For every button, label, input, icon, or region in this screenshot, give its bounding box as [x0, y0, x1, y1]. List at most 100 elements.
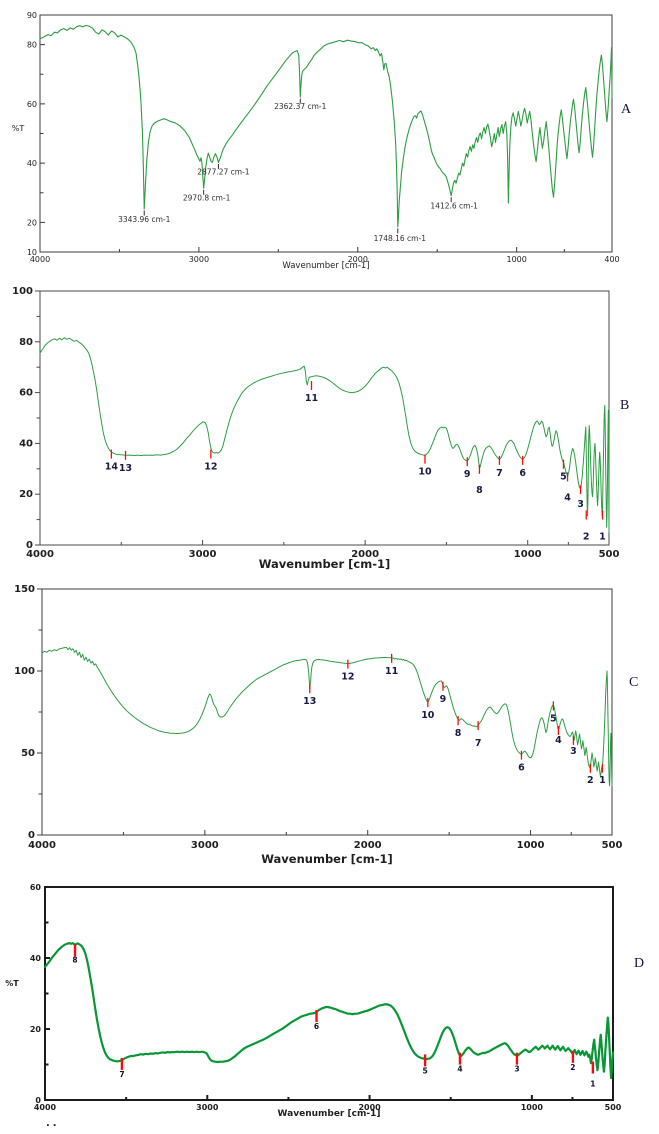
- peak-annotation: 2362.37 cm-1: [274, 102, 327, 111]
- peak-number: 2: [587, 775, 594, 786]
- peak-annotation: 1412.6 cm-1: [430, 202, 478, 211]
- peak-number: 8: [72, 955, 77, 964]
- x-tick-label: 3000: [189, 255, 209, 264]
- spectrum-plot-a: 4000 3000 2000 1000 400 10 20 40 60 80 90 Wavenumbe…: [12, 11, 620, 271]
- y-tick-label: 40: [19, 438, 33, 449]
- x-tick-label: 500: [599, 549, 620, 560]
- y-tick-label: 80: [19, 337, 33, 348]
- peak-number: 1: [599, 775, 606, 786]
- peak-number: 6: [519, 468, 526, 479]
- peak-number: 5: [422, 1066, 427, 1075]
- panel-label-d: D: [634, 956, 645, 971]
- y-tick-label: 20: [27, 218, 37, 227]
- peak-annotation: 1748.16 cm-1: [374, 234, 427, 243]
- y-tick-label: 60: [27, 100, 37, 109]
- peak-number: 3: [570, 746, 577, 757]
- x-tick-label: 4000: [30, 255, 50, 264]
- peak-number: 12: [204, 462, 217, 473]
- peak-annotation: 3343.96 cm-1: [118, 215, 171, 224]
- x-axis-title: Wavenumber [cm-1]: [259, 557, 390, 570]
- x-tick-label: 3000: [189, 549, 217, 560]
- peak-number: 5: [560, 472, 567, 483]
- peak-number: 12: [341, 672, 354, 683]
- x-tick-label: 2000: [351, 549, 379, 560]
- peak-number: 1: [590, 1080, 595, 1089]
- spectrum-plot-c: 4000 3000 2000 1000 500 0 50 100 150 Wavenumber […: [14, 584, 623, 866]
- panel-label-b: B: [620, 398, 630, 413]
- y-tick-label: 80: [27, 41, 37, 50]
- x-tick-label: 1000: [514, 549, 542, 560]
- y-tick-label: 60: [30, 883, 42, 892]
- peak-number: 5: [550, 713, 557, 724]
- peak-number: 10: [418, 467, 432, 478]
- peak-number: 13: [303, 696, 316, 707]
- peak-number: 4: [457, 1065, 462, 1074]
- plot-frame: [44, 886, 614, 1101]
- peak-number: 8: [455, 728, 462, 739]
- x-tick-label: 2000: [358, 1103, 381, 1112]
- y-tick-label: 100: [14, 666, 35, 677]
- y-tick-label: 0: [28, 830, 35, 841]
- x-axis-title: Wavenumber [cm-1]: [261, 852, 392, 866]
- y-axis-title: %T: [5, 979, 19, 988]
- x-tick-label: 2000: [354, 840, 382, 851]
- y-tick-label: 0: [26, 540, 33, 551]
- x-tick-label: 4000: [34, 1103, 57, 1112]
- x-tick-label: 4000: [26, 549, 54, 560]
- peak-number: 8: [476, 485, 483, 496]
- spectrum-panel-c: 4000 3000 2000 1000 500 0 50 100 150 Wavenumber […: [0, 570, 659, 868]
- y-tick-label: 60: [19, 388, 33, 399]
- spectrum-line-b: [39, 337, 610, 533]
- cropped-text-artifact: ..: [46, 1118, 60, 1129]
- peak-number: 7: [496, 468, 503, 479]
- peak-annotation: 2970.8 cm-1: [183, 193, 231, 202]
- y-tick-label: 40: [30, 954, 42, 963]
- x-tick-label: 3000: [191, 840, 219, 851]
- y-tick-label: 90: [27, 11, 37, 20]
- peak-number: 6: [518, 763, 525, 774]
- plot-frame: [39, 290, 610, 546]
- x-tick-label: 1000: [521, 1103, 544, 1112]
- y-tick-label: 10: [27, 248, 37, 257]
- peak-number: 3: [514, 1065, 519, 1074]
- peak-number: 13: [119, 463, 132, 474]
- peak-number: 1: [599, 532, 606, 543]
- peak-number: 11: [305, 393, 318, 404]
- x-axis-title: Wavenumber [cm-1]: [282, 261, 369, 271]
- peak-number: 11: [385, 666, 398, 677]
- peak-number: 2: [583, 532, 590, 543]
- peak-number: 2: [570, 1063, 575, 1072]
- y-tick-label: 20: [30, 1025, 42, 1034]
- spectrum-panel-b: 4000 3000 2000 1000 500 0 20 40 60 80 100 Wavenumbe…: [0, 278, 659, 570]
- peak-number: 4: [564, 492, 571, 503]
- y-tick-label: 0: [35, 1096, 41, 1105]
- spectrum-plot-b: 4000 3000 2000 1000 500 0 20 40 60 80 100 Wavenumbe…: [12, 286, 620, 570]
- y-axis-title: %T: [12, 124, 25, 133]
- x-tick-label: 500: [602, 840, 623, 851]
- x-tick-label: 3000: [196, 1103, 219, 1112]
- panel-label-a: A: [621, 102, 632, 117]
- y-tick-label: 100: [12, 286, 33, 297]
- peak-number: 9: [464, 469, 471, 480]
- peak-number: 9: [440, 694, 447, 705]
- spectrum-panel-d: 4000 3000 2000 1000 500 0 20 40 60 Wavenumber [cm…: [0, 868, 659, 1134]
- spectrum-plot-d: 4000 3000 2000 1000 500 0 20 40 60 Wavenumber [cm…: [5, 883, 622, 1119]
- spectrum-line-d: [43, 941, 615, 1080]
- x-tick-label: 500: [605, 1103, 622, 1112]
- peak-number: 14: [105, 462, 119, 473]
- x-tick-label: 1000: [506, 255, 526, 264]
- panel-label-c: C: [629, 675, 639, 690]
- x-tick-label: 400: [604, 255, 619, 264]
- y-tick-label: 50: [21, 748, 35, 759]
- x-tick-label: 2000: [348, 255, 368, 264]
- x-axis-title: Wavenumber [cm-1]: [278, 1109, 381, 1119]
- y-tick-label: 20: [19, 489, 33, 500]
- spectrum-line-a: [39, 24, 613, 228]
- y-tick-label: 150: [14, 584, 35, 595]
- peak-number: 6: [314, 1022, 319, 1031]
- peak-number: 7: [119, 1070, 124, 1079]
- peak-number: 10: [421, 710, 435, 721]
- x-tick-label: 1000: [517, 840, 545, 851]
- peak-number: 3: [577, 499, 584, 510]
